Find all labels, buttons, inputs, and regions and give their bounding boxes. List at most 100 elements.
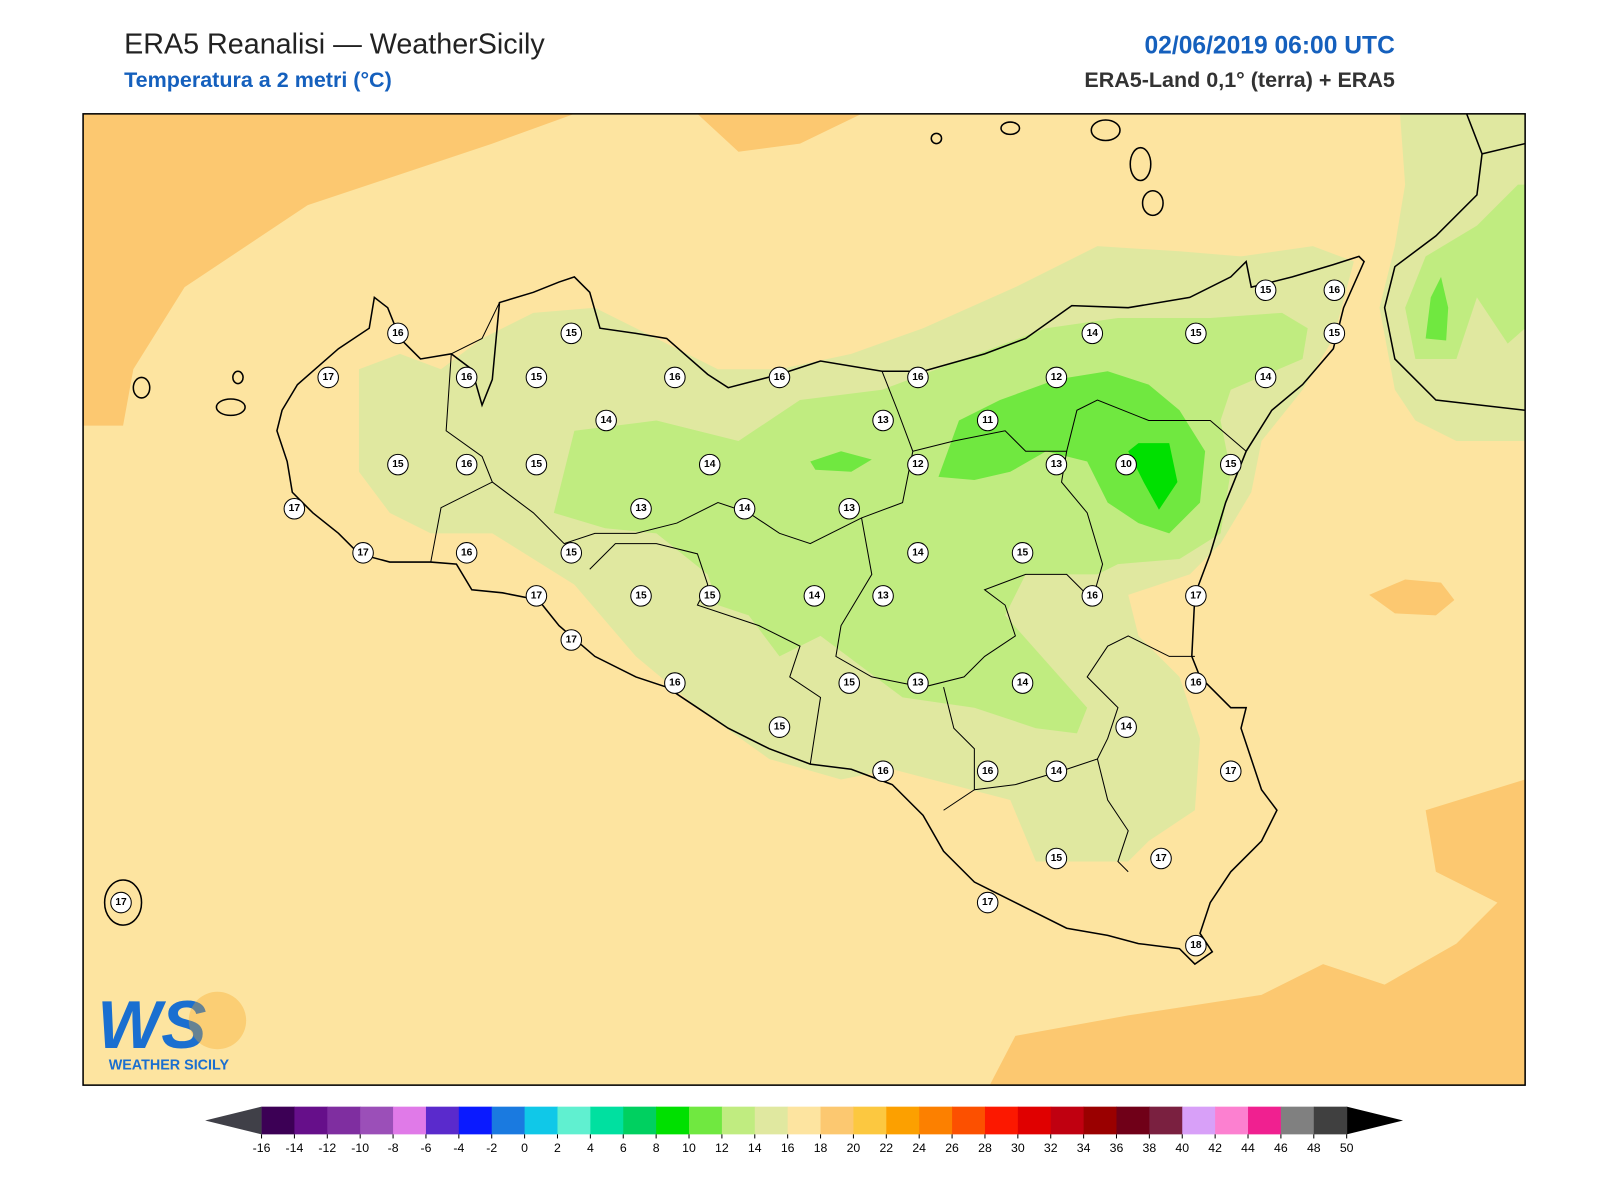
station-value: 16: [1329, 285, 1341, 296]
station-marker: [1081, 585, 1104, 607]
station-marker: [1081, 322, 1104, 345]
colorbar-label: 12: [715, 1141, 729, 1155]
station-value: 17: [357, 547, 369, 558]
warm-area: [989, 779, 1526, 1086]
station-marker: [1185, 585, 1207, 607]
station-marker: [1323, 322, 1346, 345]
station-value: 14: [809, 590, 821, 601]
station-value: 14: [1120, 722, 1132, 733]
station-value: 14: [1260, 372, 1272, 383]
colorbar-bin: [1215, 1106, 1249, 1135]
logo-sun: [188, 991, 247, 1050]
province-borders: [430, 302, 1247, 873]
date: 02/06/2019 06:00 UTC: [1144, 32, 1395, 59]
station-value: 15: [392, 459, 404, 470]
colorbar-bin: [261, 1106, 295, 1135]
colorbar-bin: [853, 1106, 887, 1135]
station-marker: [698, 453, 721, 476]
station-value: 15: [1051, 853, 1063, 864]
colorbar-label: 48: [1307, 1141, 1321, 1155]
warm-area: [697, 113, 862, 152]
station-value: 15: [531, 372, 543, 383]
colorbar-bin: [689, 1106, 723, 1135]
colorbar-label: -14: [286, 1141, 304, 1155]
station-marker: [976, 409, 999, 432]
colorbar-bin: [623, 1106, 657, 1135]
station-value: 16: [1087, 590, 1099, 601]
map-frame: [82, 113, 1526, 1086]
station-marker: [1115, 453, 1137, 476]
station-marker: [768, 716, 791, 738]
title: ERA5 Reanalisi — WeatherSicily: [124, 28, 545, 60]
zone-10-12: [1425, 276, 1449, 341]
colorbar-bin: [557, 1106, 591, 1135]
station-value: 13: [877, 415, 889, 426]
station-marker: [283, 497, 306, 520]
colorbar-label: 24: [912, 1141, 926, 1155]
colorbar-label: 38: [1143, 1141, 1157, 1155]
zone-8-10: [1128, 443, 1178, 510]
station-marker: [1045, 453, 1068, 476]
station-value: 16: [669, 678, 681, 689]
colorbar-label: 30: [1011, 1141, 1025, 1155]
station-value: 18: [1190, 940, 1202, 951]
station-marker: [387, 453, 409, 476]
colorbar-under: [205, 1106, 262, 1135]
station-marker: [907, 672, 929, 694]
station-marker: [525, 366, 548, 389]
colorbar-label: 0: [521, 1141, 528, 1155]
colorbar-label: 50: [1340, 1141, 1354, 1155]
station-value: 10: [1120, 459, 1132, 470]
station-value: 17: [115, 897, 127, 908]
station-value: 13: [1051, 459, 1063, 470]
station-value: 16: [392, 328, 404, 339]
warm-area: [83, 113, 575, 426]
station-marker: [560, 322, 583, 345]
colorbar-label: 6: [620, 1141, 627, 1155]
station-value: 15: [1225, 459, 1237, 470]
source: ERA5-Land 0,1° (terra) + ERA5: [1084, 68, 1395, 92]
station-marker: [630, 497, 652, 520]
station-value: 12: [1051, 372, 1063, 383]
colorbar-label: -6: [420, 1141, 431, 1155]
colorbar-label: 22: [879, 1141, 893, 1155]
station-value: 16: [877, 766, 889, 777]
colorbar-label: 2: [554, 1141, 561, 1155]
logo-text: WEATHER SICILY: [109, 1058, 230, 1074]
zone-10-12: [938, 371, 1206, 534]
station-value: 14: [1051, 766, 1063, 777]
station-value: 15: [635, 590, 647, 601]
colorbar-label: 14: [748, 1141, 762, 1155]
station-marker: [352, 542, 374, 564]
station-marker: [872, 409, 894, 432]
colorbar-bin: [820, 1106, 854, 1135]
station-marker: [1220, 453, 1242, 476]
colorbar-label: 34: [1077, 1141, 1091, 1155]
station-value: 15: [1329, 328, 1341, 339]
colorbar-label: 16: [781, 1141, 795, 1155]
station-marker: [317, 366, 339, 389]
station-marker: [1185, 322, 1207, 345]
colorbar-bin: [1182, 1106, 1216, 1135]
colorbar-over: [1346, 1106, 1404, 1135]
station-value: 16: [461, 372, 473, 383]
station-value: 17: [1190, 590, 1202, 601]
colorbar-label: 46: [1274, 1141, 1288, 1155]
colorbar: -16 -14 -12 -10 -8 -6 -4 -2 0 2 4 6 8 10 12 14 16 18 20 22 2…: [205, 1106, 1404, 1155]
colorbar-bin: [787, 1106, 822, 1135]
station-marker: [1185, 672, 1207, 694]
warm-area: [1369, 579, 1455, 616]
colorbar-label: -8: [388, 1141, 399, 1155]
station-marker: [664, 672, 686, 694]
colorbar-bin: [1313, 1106, 1348, 1135]
station-value: 15: [531, 459, 543, 470]
colorbar-bin: [524, 1106, 558, 1135]
colorbar-label: 28: [978, 1141, 992, 1155]
colorbar-bin: [656, 1106, 690, 1135]
station-marker: [664, 366, 686, 389]
station-value: 15: [566, 547, 578, 558]
colorbar-bin: [1149, 1106, 1183, 1135]
station-marker: [1045, 760, 1068, 783]
colorbar-bin: [491, 1106, 526, 1135]
colorbar-bin: [1280, 1106, 1315, 1135]
